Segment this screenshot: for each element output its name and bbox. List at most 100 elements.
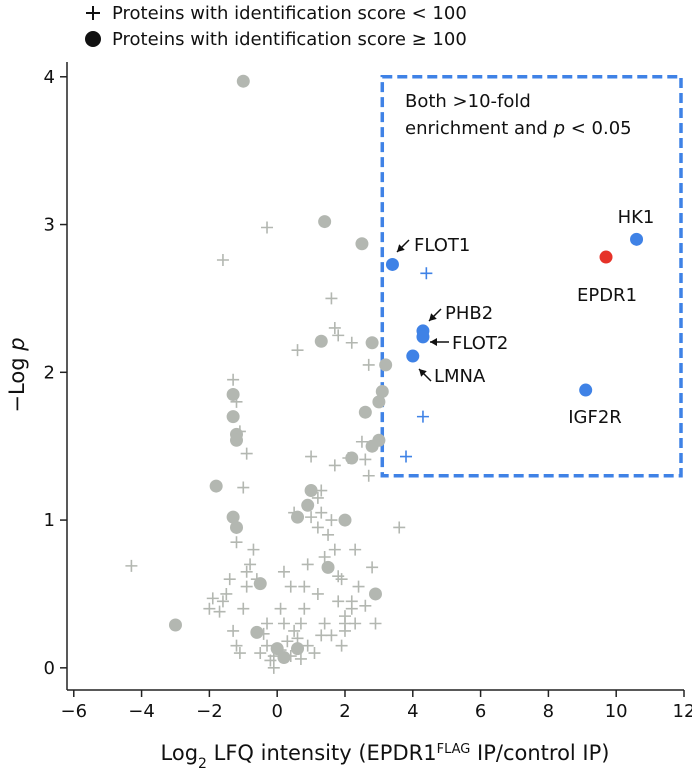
grey-cross-point [294,617,307,630]
grey-cross-point [349,617,362,630]
grey-cross-point [230,639,243,652]
grey-dot-point [304,484,318,498]
grey-dot-point [369,587,382,601]
grey-dot-point [345,451,359,465]
grey-cross-point [288,624,301,637]
y-tick-label: 0 [44,658,55,679]
region-label-line1: Both >10-fold [405,91,531,112]
blue-cross-point [420,267,433,280]
grey-dot-point [230,520,244,534]
grey-dots [168,74,393,664]
annotations: FLOT1 PHB2 FLOT2 LMNA HK1 EPDR1 IGF2R [396,207,654,428]
grey-cross-point [328,459,341,472]
grey-cross-point [216,595,229,608]
point-hk1 [630,232,644,246]
grey-cross-point [281,635,294,648]
y-tick-label: 4 [44,67,55,88]
grey-cross-point [359,453,372,466]
grey-cross-point [213,605,226,618]
y-tick-label: 3 [44,215,55,236]
y-tick-label: 1 [44,510,55,531]
grey-cross-point [332,329,345,342]
grey-dot-point [321,560,335,574]
grey-cross-point [254,647,267,660]
x-tick-label: 6 [475,701,486,722]
grey-cross-point [393,521,406,534]
grey-cross-point [349,543,362,556]
grey-dot-point [358,405,372,419]
point-flot2 [416,330,430,344]
grey-cross-point [318,617,331,630]
grey-dot-point [250,625,264,639]
grey-dot-point [277,650,291,664]
legend-dot-marker [85,31,101,47]
grey-dot-point [168,618,182,632]
grey-cross-point [328,321,341,334]
grey-cross-point [305,511,318,524]
grey-cross-point [247,543,260,556]
grey-dot-point [291,642,305,656]
legend: Proteins with identification score < 100… [85,3,467,50]
grey-cross-point [325,292,338,305]
grey-cross-point [277,617,290,630]
grey-cross-point [366,561,379,574]
x-tick-label: 12 [673,701,692,722]
legend-cross-marker [86,6,100,20]
grey-cross-point [261,617,274,630]
blue-cross-point [400,450,413,463]
grey-cross-point [203,602,216,615]
x-tick-label: −6 [61,701,88,722]
grey-dot-point [270,642,284,656]
grey-cross-point [220,587,233,600]
grey-cross-point [311,521,324,534]
grey-dot-point [365,336,379,350]
grey-cross-point [311,587,324,600]
grey-cross-point [345,336,358,349]
y-tick-label: 2 [44,362,55,383]
grey-cross-point [294,652,307,665]
grey-cross-point [325,514,338,527]
grey-cross-point [240,565,253,578]
legend-cross-label: Proteins with identification score < 100 [112,3,467,24]
grey-cross-point [125,559,138,572]
grey-dot-point [301,498,315,512]
grey-cross-point [301,558,314,571]
point-lmna [406,349,420,363]
label-igf2r: IGF2R [568,407,622,428]
blue-cross-point [416,410,429,423]
grey-cross-point [206,592,219,605]
grey-cross-point [274,602,287,615]
highlight-points [385,232,644,397]
grey-dot-point [291,510,305,524]
grey-cross-point [362,469,375,482]
grey-dot-point [372,395,386,409]
grey-cross-point [335,639,348,652]
grey-dot-point [375,385,389,399]
grey-cross-point [305,450,318,463]
arrowhead-lmna [419,369,427,377]
grey-cross-point [315,629,328,642]
grey-dot-point [253,577,267,591]
grey-dot-point [318,215,332,229]
label-phb2: PHB2 [445,303,493,324]
grey-cross-point [298,602,311,615]
x-axis-title: Log2 LFQ intensity (EPDR1FLAG IP/control… [161,741,610,772]
grey-cross-point [362,358,375,371]
grey-cross-point [223,573,236,586]
blue-crosses [400,267,433,463]
grey-cross-point [261,221,274,234]
label-lmna: LMNA [434,366,486,387]
point-flot1 [385,257,399,271]
grey-cross-point [240,447,253,460]
x-tick-label: 2 [339,701,350,722]
x-tick-label: 8 [543,701,554,722]
grey-cross-point [237,481,250,494]
grey-dot-point [372,433,386,447]
grey-dot-point [230,433,244,447]
grey-cross-point [230,536,243,549]
x-tick-label: 4 [407,701,418,722]
label-epdr1: EPDR1 [577,285,637,306]
grey-dot-point [209,479,223,493]
x-tick-label: 10 [605,701,628,722]
